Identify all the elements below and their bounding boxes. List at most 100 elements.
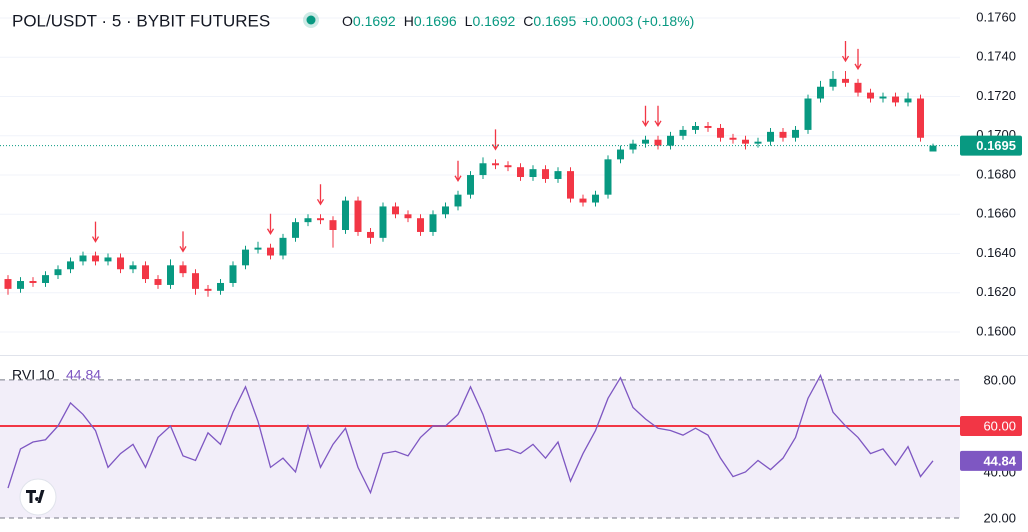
last-value-box [960,450,1022,471]
candle-body [267,247,274,256]
legend-label: L [465,13,473,29]
candle-body [767,131,774,142]
candle-body [829,78,837,87]
indicator-value: 44.84 [66,367,101,383]
candle-body [142,265,149,280]
legend-label: H [404,13,414,29]
y-tick-label: 0.1740 [976,49,1016,64]
candle-body [104,257,112,262]
candle-body [342,200,349,230]
signal-arrow [266,213,275,235]
candle-body [179,265,187,274]
ohlc-legend: O0.1692 H0.1696 L0.1692 C0.1695 +0.0003 (+0.… [342,13,694,29]
signal-arrow [316,184,325,206]
candle-body [17,281,24,289]
y-tick-label: 0.1720 [976,88,1016,103]
candle-body [29,281,37,283]
candle-body [729,137,737,140]
candle-body [929,145,937,152]
logo [19,478,57,516]
candle-body [892,96,899,103]
legend-value: 0.1692 [353,13,396,29]
candle-body [917,98,924,138]
y-tick-label: 0.1660 [976,206,1016,221]
candle-body [304,218,312,223]
candle-body [792,129,799,138]
candle-body [654,139,662,146]
candle-body [854,82,862,93]
candle-body [117,257,124,270]
plot [0,41,960,495]
candle-body [692,125,699,130]
candle-body [429,214,437,232]
candle-body [129,265,137,270]
candle-body [42,275,49,283]
band [0,379,960,518]
candle-body [592,194,599,203]
signal-arrow [841,41,850,63]
level-box [960,415,1022,436]
candle-body [404,214,412,219]
candle-body [467,175,474,195]
legend-value: 0.1692 [472,13,515,29]
legend-value: 0.1696 [414,13,457,29]
indicator-name: RVI 10 [12,367,55,383]
y-tick-label: 0.1640 [976,245,1016,260]
candle-body [154,279,162,285]
candle-body [67,261,74,270]
candle-body [804,98,812,130]
axis: 0.16000.16200.16400.16600.16800.17000.17… [960,9,1022,525]
candle-body [417,218,424,232]
candle-body [867,92,874,99]
candle-body [667,135,674,146]
candle-body [492,163,499,166]
signal-arrow [854,48,862,71]
candle-body [204,288,212,291]
candle-body [629,143,637,150]
candle-body [567,171,574,199]
candle-body [642,139,649,144]
y-tick-label: 0.1680 [976,166,1016,181]
candle-body [554,171,562,179]
candle-body [392,206,399,215]
signal-arrow [454,160,462,183]
y-tick-label: 0.1620 [976,284,1016,299]
candle-body [454,194,462,207]
grid [0,17,960,519]
y-tick-label: 80.00 [983,372,1016,387]
candle-body [842,78,849,83]
y-tick-label: 20.00 [983,510,1016,525]
candle-body [292,222,299,238]
candle-body [779,131,787,138]
y-tick-label: 0.1760 [976,9,1016,24]
legend-label: O [342,13,353,29]
candle-body [254,247,262,250]
candle-body [54,269,62,276]
candle-body [504,165,512,168]
signal-arrow [654,105,662,128]
candle-body [4,279,12,289]
candle-body [704,125,712,128]
candle-body [604,159,612,195]
y-tick-label: 60.00 [983,418,1016,433]
candle-body [367,231,374,238]
candle-body [904,98,912,103]
candle-body [579,198,587,203]
candle-body [192,273,199,289]
candle-body [354,200,362,232]
candle-body [617,149,624,160]
last-value-label: 44.84 [983,453,1016,468]
candle-body [317,218,324,221]
signal-arrow [641,105,650,128]
candle-body [92,255,99,262]
candle-body [279,237,287,256]
candle-body [442,206,449,215]
indicator-line [7,373,934,495]
legend-change: +0.0003 (+0.18%) [582,13,694,29]
candle-body [217,282,224,291]
candle-body [379,206,387,238]
candle-body [79,255,87,262]
candle-body [754,141,762,144]
candle-body [517,167,524,178]
